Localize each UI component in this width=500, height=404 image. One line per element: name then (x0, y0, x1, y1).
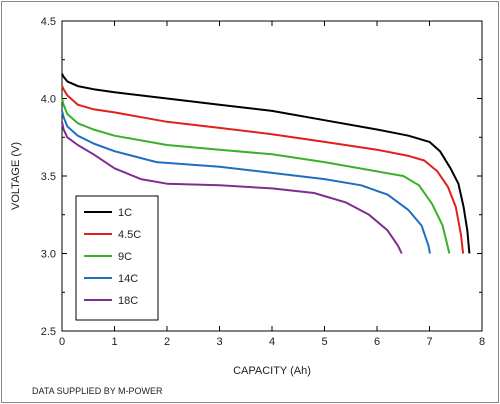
legend-box (75, 195, 159, 321)
x-axis-title: CAPACITY (Ah) (233, 365, 311, 377)
x-tick-label: 5 (321, 336, 327, 348)
y-tick-label: 2.5 (41, 326, 56, 338)
y-tick-label: 4.5 (41, 16, 56, 28)
x-tick-label: 8 (479, 336, 485, 348)
series-line-9c (61, 98, 451, 254)
y-tick-label: 3.0 (41, 249, 56, 261)
series-line-4-5c (61, 85, 465, 254)
x-tick-label: 4 (269, 336, 275, 348)
legend-label-9c: 9C (118, 251, 132, 263)
y-tick-label: 3.5 (41, 171, 56, 183)
x-tick-label: 0 (59, 336, 65, 348)
x-tick-label: 2 (164, 336, 170, 348)
series-line-18c (61, 121, 403, 254)
x-tick-label: 1 (111, 336, 117, 348)
y-tick-label: 4.0 (41, 94, 56, 106)
x-tick-label: 6 (374, 336, 380, 348)
legend-label-14c: 14C (118, 273, 138, 285)
legend-label-18c: 18C (118, 295, 138, 307)
series-line-1c (61, 73, 471, 254)
y-axis-title: VOLTAGE (V) (10, 142, 22, 210)
legend-label-1c: 1C (118, 207, 132, 219)
data-source-footnote: DATA SUPPLIED BY M-POWER (32, 386, 163, 396)
series-line-14c (61, 110, 431, 254)
x-tick-label: 3 (216, 336, 222, 348)
x-tick-label: 7 (426, 336, 432, 348)
legend-label-4-5c: 4.5C (118, 229, 141, 241)
